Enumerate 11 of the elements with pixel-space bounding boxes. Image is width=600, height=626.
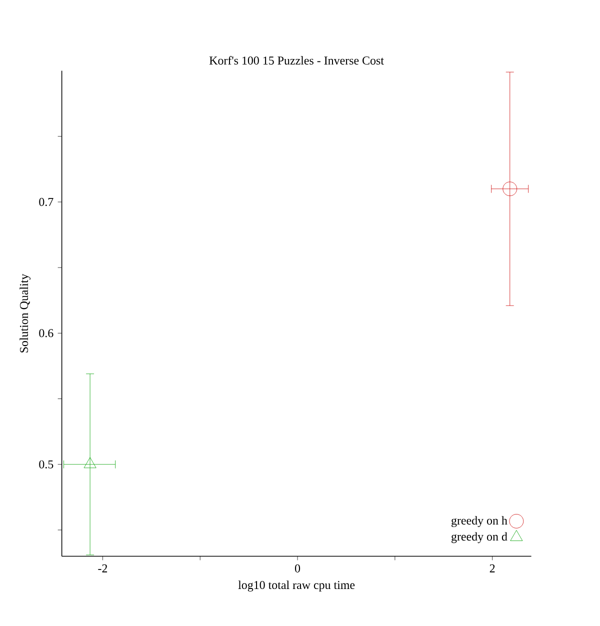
x-tick-label: 0 bbox=[294, 564, 300, 572]
legend-label: greedy on h bbox=[451, 516, 508, 528]
x-tick-label: -2 bbox=[98, 564, 107, 572]
x-tick-label: 2 bbox=[490, 564, 495, 572]
chart-title: Korf's 100 15 Puzzles - Inverse Cost bbox=[209, 56, 384, 65]
x-axis-title: log10 total raw cpu time bbox=[238, 580, 355, 592]
y-axis-title: Solution Quality bbox=[20, 274, 30, 352]
y-tick-label: 0.6 bbox=[39, 329, 54, 338]
legend-label: greedy on d bbox=[451, 532, 508, 544]
y-tick-label: 0.7 bbox=[39, 198, 54, 206]
y-tick-label: 0.5 bbox=[39, 460, 54, 468]
